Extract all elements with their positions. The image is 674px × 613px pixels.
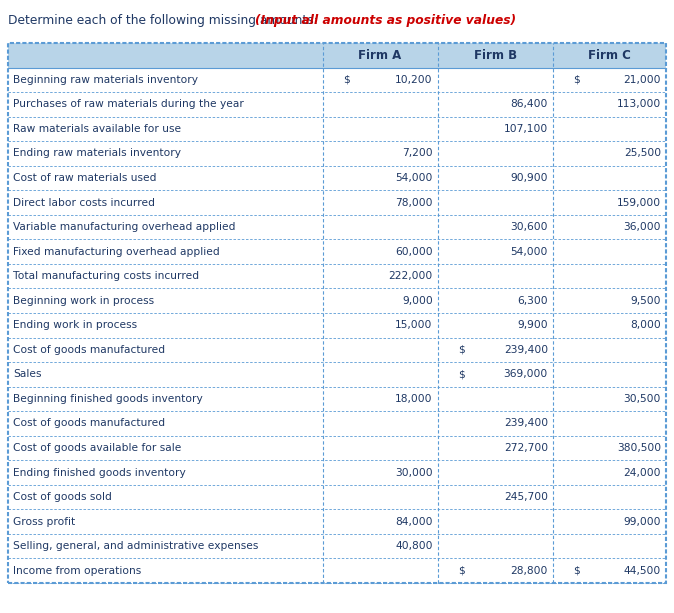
- Text: Firm A: Firm A: [359, 49, 402, 62]
- Text: 84,000: 84,000: [395, 517, 433, 527]
- Text: Raw materials available for use: Raw materials available for use: [13, 124, 181, 134]
- Text: Firm B: Firm B: [474, 49, 517, 62]
- Text: 21,000: 21,000: [623, 75, 661, 85]
- Text: 44,500: 44,500: [623, 566, 661, 576]
- Text: 18,000: 18,000: [395, 394, 433, 404]
- Text: 90,900: 90,900: [510, 173, 548, 183]
- Text: 78,000: 78,000: [395, 197, 433, 208]
- Text: $: $: [343, 75, 350, 85]
- Text: 107,100: 107,100: [503, 124, 548, 134]
- Text: 24,000: 24,000: [623, 468, 661, 478]
- Text: Cost of goods available for sale: Cost of goods available for sale: [13, 443, 181, 453]
- Text: 36,000: 36,000: [623, 222, 661, 232]
- Text: 25,500: 25,500: [624, 148, 661, 158]
- Text: 9,900: 9,900: [517, 320, 548, 330]
- Text: Fixed manufacturing overhead applied: Fixed manufacturing overhead applied: [13, 246, 220, 257]
- Text: Firm C: Firm C: [588, 49, 631, 62]
- Text: 222,000: 222,000: [388, 271, 433, 281]
- Text: 113,000: 113,000: [617, 99, 661, 109]
- Text: 10,200: 10,200: [395, 75, 433, 85]
- Text: 159,000: 159,000: [617, 197, 661, 208]
- Text: 8,000: 8,000: [630, 320, 661, 330]
- Text: Ending work in process: Ending work in process: [13, 320, 137, 330]
- Text: Beginning work in process: Beginning work in process: [13, 295, 154, 306]
- Text: Purchases of raw materials during the year: Purchases of raw materials during the ye…: [13, 99, 244, 109]
- Text: Cost of goods manufactured: Cost of goods manufactured: [13, 419, 165, 428]
- Text: Ending raw materials inventory: Ending raw materials inventory: [13, 148, 181, 158]
- Text: 40,800: 40,800: [395, 541, 433, 551]
- Text: Cost of raw materials used: Cost of raw materials used: [13, 173, 156, 183]
- Bar: [8, 43, 666, 67]
- Text: 245,700: 245,700: [504, 492, 548, 502]
- Text: Beginning finished goods inventory: Beginning finished goods inventory: [13, 394, 203, 404]
- Text: 30,500: 30,500: [623, 394, 661, 404]
- Text: Sales: Sales: [13, 370, 42, 379]
- Text: Cost of goods sold: Cost of goods sold: [13, 492, 112, 502]
- Text: 28,800: 28,800: [510, 566, 548, 576]
- Text: 239,400: 239,400: [503, 345, 548, 355]
- Text: Gross profit: Gross profit: [13, 517, 75, 527]
- Text: 7,200: 7,200: [402, 148, 433, 158]
- Text: $: $: [458, 566, 465, 576]
- Text: 6,300: 6,300: [517, 295, 548, 306]
- Text: 30,600: 30,600: [510, 222, 548, 232]
- Text: 54,000: 54,000: [395, 173, 433, 183]
- Text: 99,000: 99,000: [623, 517, 661, 527]
- Text: $: $: [573, 75, 580, 85]
- Text: Variable manufacturing overhead applied: Variable manufacturing overhead applied: [13, 222, 235, 232]
- Text: (Input all amounts as positive values): (Input all amounts as positive values): [255, 14, 516, 27]
- Text: 239,400: 239,400: [503, 419, 548, 428]
- Text: 369,000: 369,000: [503, 370, 548, 379]
- Text: Total manufacturing costs incurred: Total manufacturing costs incurred: [13, 271, 199, 281]
- Text: Determine each of the following missing amounts:: Determine each of the following missing …: [8, 14, 321, 27]
- Text: Ending finished goods inventory: Ending finished goods inventory: [13, 468, 186, 478]
- Text: Direct labor costs incurred: Direct labor costs incurred: [13, 197, 155, 208]
- Text: 30,000: 30,000: [395, 468, 433, 478]
- Text: 9,000: 9,000: [402, 295, 433, 306]
- Text: 272,700: 272,700: [503, 443, 548, 453]
- Text: 380,500: 380,500: [617, 443, 661, 453]
- Text: Income from operations: Income from operations: [13, 566, 142, 576]
- Text: 9,500: 9,500: [630, 295, 661, 306]
- Text: Cost of goods manufactured: Cost of goods manufactured: [13, 345, 165, 355]
- Text: 60,000: 60,000: [395, 246, 433, 257]
- Text: 15,000: 15,000: [395, 320, 433, 330]
- Text: $: $: [458, 370, 465, 379]
- Text: $: $: [573, 566, 580, 576]
- Text: $: $: [458, 345, 465, 355]
- Text: 54,000: 54,000: [510, 246, 548, 257]
- Text: Beginning raw materials inventory: Beginning raw materials inventory: [13, 75, 198, 85]
- Text: Selling, general, and administrative expenses: Selling, general, and administrative exp…: [13, 541, 258, 551]
- Text: 86,400: 86,400: [510, 99, 548, 109]
